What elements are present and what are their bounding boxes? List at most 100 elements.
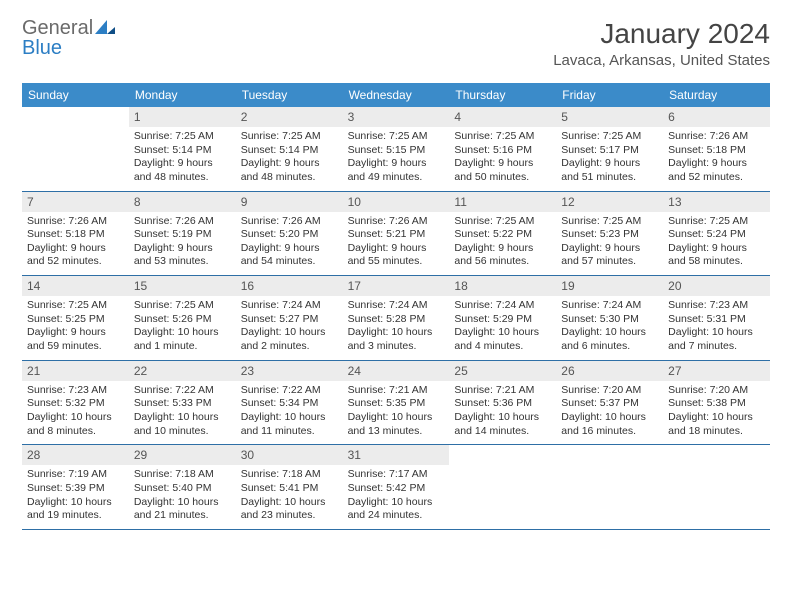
day-cell: 24Sunrise: 7:21 AMSunset: 5:35 PMDayligh…	[343, 361, 450, 445]
daylight-text: Daylight: 10 hours and 21 minutes.	[134, 496, 231, 523]
sunset-text: Sunset: 5:35 PM	[348, 397, 445, 411]
sunrise-text: Sunrise: 7:24 AM	[561, 299, 658, 313]
day-cell: 4Sunrise: 7:25 AMSunset: 5:16 PMDaylight…	[449, 107, 556, 191]
sunrise-text: Sunrise: 7:23 AM	[27, 384, 124, 398]
sunrise-text: Sunrise: 7:25 AM	[348, 130, 445, 144]
sunrise-text: Sunrise: 7:17 AM	[348, 468, 445, 482]
sunrise-text: Sunrise: 7:24 AM	[454, 299, 551, 313]
daylight-text: Daylight: 9 hours and 59 minutes.	[27, 326, 124, 353]
day-info: Sunrise: 7:25 AMSunset: 5:23 PMDaylight:…	[556, 212, 663, 276]
day-number: 8	[129, 192, 236, 212]
day-number: 24	[343, 361, 450, 381]
page-title: January 2024	[553, 18, 770, 50]
day-cell: 31Sunrise: 7:17 AMSunset: 5:42 PMDayligh…	[343, 445, 450, 529]
day-number: 15	[129, 276, 236, 296]
day-cell: 13Sunrise: 7:25 AMSunset: 5:24 PMDayligh…	[663, 192, 770, 276]
sunrise-text: Sunrise: 7:23 AM	[668, 299, 765, 313]
daylight-text: Daylight: 9 hours and 54 minutes.	[241, 242, 338, 269]
day-info: Sunrise: 7:22 AMSunset: 5:33 PMDaylight:…	[129, 381, 236, 445]
day-number: 14	[22, 276, 129, 296]
day-number: 13	[663, 192, 770, 212]
day-info: Sunrise: 7:19 AMSunset: 5:39 PMDaylight:…	[22, 465, 129, 529]
day-cell: 1Sunrise: 7:25 AMSunset: 5:14 PMDaylight…	[129, 107, 236, 191]
sunrise-text: Sunrise: 7:25 AM	[561, 130, 658, 144]
title-block: January 2024 Lavaca, Arkansas, United St…	[553, 18, 770, 69]
day-cell: 16Sunrise: 7:24 AMSunset: 5:27 PMDayligh…	[236, 276, 343, 360]
day-cell: 8Sunrise: 7:26 AMSunset: 5:19 PMDaylight…	[129, 192, 236, 276]
week-row: 14Sunrise: 7:25 AMSunset: 5:25 PMDayligh…	[22, 276, 770, 361]
logo-word1: General	[22, 17, 93, 39]
day-number: 19	[556, 276, 663, 296]
sunrise-text: Sunrise: 7:25 AM	[561, 215, 658, 229]
sunset-text: Sunset: 5:38 PM	[668, 397, 765, 411]
day-info: Sunrise: 7:20 AMSunset: 5:38 PMDaylight:…	[663, 381, 770, 445]
sunrise-text: Sunrise: 7:18 AM	[241, 468, 338, 482]
daylight-text: Daylight: 9 hours and 52 minutes.	[27, 242, 124, 269]
day-info: Sunrise: 7:25 AMSunset: 5:24 PMDaylight:…	[663, 212, 770, 276]
day-info: Sunrise: 7:24 AMSunset: 5:30 PMDaylight:…	[556, 296, 663, 360]
dow-saturday: Saturday	[663, 83, 770, 107]
sunset-text: Sunset: 5:23 PM	[561, 228, 658, 242]
day-info: Sunrise: 7:26 AMSunset: 5:18 PMDaylight:…	[22, 212, 129, 276]
day-info: Sunrise: 7:25 AMSunset: 5:14 PMDaylight:…	[129, 127, 236, 191]
sunset-text: Sunset: 5:30 PM	[561, 313, 658, 327]
page-subtitle: Lavaca, Arkansas, United States	[553, 52, 770, 69]
daylight-text: Daylight: 10 hours and 8 minutes.	[27, 411, 124, 438]
day-info: Sunrise: 7:23 AMSunset: 5:31 PMDaylight:…	[663, 296, 770, 360]
day-cell: 30Sunrise: 7:18 AMSunset: 5:41 PMDayligh…	[236, 445, 343, 529]
daylight-text: Daylight: 9 hours and 58 minutes.	[668, 242, 765, 269]
day-info: Sunrise: 7:18 AMSunset: 5:40 PMDaylight:…	[129, 465, 236, 529]
day-number: 21	[22, 361, 129, 381]
daylight-text: Daylight: 9 hours and 48 minutes.	[241, 157, 338, 184]
sunrise-text: Sunrise: 7:26 AM	[241, 215, 338, 229]
sail-icon	[95, 18, 115, 38]
sunrise-text: Sunrise: 7:25 AM	[134, 299, 231, 313]
sunset-text: Sunset: 5:21 PM	[348, 228, 445, 242]
sunset-text: Sunset: 5:18 PM	[27, 228, 124, 242]
day-cell: 3Sunrise: 7:25 AMSunset: 5:15 PMDaylight…	[343, 107, 450, 191]
dow-friday: Friday	[556, 83, 663, 107]
daylight-text: Daylight: 9 hours and 56 minutes.	[454, 242, 551, 269]
daylight-text: Daylight: 10 hours and 14 minutes.	[454, 411, 551, 438]
daylight-text: Daylight: 10 hours and 19 minutes.	[27, 496, 124, 523]
daylight-text: Daylight: 10 hours and 2 minutes.	[241, 326, 338, 353]
day-cell: 5Sunrise: 7:25 AMSunset: 5:17 PMDaylight…	[556, 107, 663, 191]
day-info: Sunrise: 7:26 AMSunset: 5:21 PMDaylight:…	[343, 212, 450, 276]
logo-word2: Blue	[22, 37, 62, 59]
day-info: Sunrise: 7:26 AMSunset: 5:18 PMDaylight:…	[663, 127, 770, 191]
sunset-text: Sunset: 5:36 PM	[454, 397, 551, 411]
sunrise-text: Sunrise: 7:25 AM	[241, 130, 338, 144]
day-number: 30	[236, 445, 343, 465]
daylight-text: Daylight: 10 hours and 4 minutes.	[454, 326, 551, 353]
day-cell: 6Sunrise: 7:26 AMSunset: 5:18 PMDaylight…	[663, 107, 770, 191]
day-number: 1	[129, 107, 236, 127]
daylight-text: Daylight: 10 hours and 10 minutes.	[134, 411, 231, 438]
day-number: 27	[663, 361, 770, 381]
sunset-text: Sunset: 5:20 PM	[241, 228, 338, 242]
day-number: 6	[663, 107, 770, 127]
day-number: 11	[449, 192, 556, 212]
sunset-text: Sunset: 5:28 PM	[348, 313, 445, 327]
daylight-text: Daylight: 9 hours and 52 minutes.	[668, 157, 765, 184]
daylight-text: Daylight: 10 hours and 1 minute.	[134, 326, 231, 353]
sunrise-text: Sunrise: 7:26 AM	[27, 215, 124, 229]
day-number: 10	[343, 192, 450, 212]
day-info: Sunrise: 7:25 AMSunset: 5:16 PMDaylight:…	[449, 127, 556, 191]
daylight-text: Daylight: 10 hours and 24 minutes.	[348, 496, 445, 523]
sunset-text: Sunset: 5:15 PM	[348, 144, 445, 158]
day-cell: 9Sunrise: 7:26 AMSunset: 5:20 PMDaylight…	[236, 192, 343, 276]
sunrise-text: Sunrise: 7:25 AM	[454, 215, 551, 229]
sunrise-text: Sunrise: 7:20 AM	[561, 384, 658, 398]
day-info: Sunrise: 7:26 AMSunset: 5:19 PMDaylight:…	[129, 212, 236, 276]
daylight-text: Daylight: 9 hours and 55 minutes.	[348, 242, 445, 269]
day-number: 4	[449, 107, 556, 127]
day-info: Sunrise: 7:22 AMSunset: 5:34 PMDaylight:…	[236, 381, 343, 445]
day-number: 23	[236, 361, 343, 381]
day-cell: 27Sunrise: 7:20 AMSunset: 5:38 PMDayligh…	[663, 361, 770, 445]
sunrise-text: Sunrise: 7:22 AM	[241, 384, 338, 398]
sunrise-text: Sunrise: 7:25 AM	[454, 130, 551, 144]
day-cell: 17Sunrise: 7:24 AMSunset: 5:28 PMDayligh…	[343, 276, 450, 360]
sunrise-text: Sunrise: 7:20 AM	[668, 384, 765, 398]
daylight-text: Daylight: 9 hours and 50 minutes.	[454, 157, 551, 184]
daylight-text: Daylight: 10 hours and 18 minutes.	[668, 411, 765, 438]
